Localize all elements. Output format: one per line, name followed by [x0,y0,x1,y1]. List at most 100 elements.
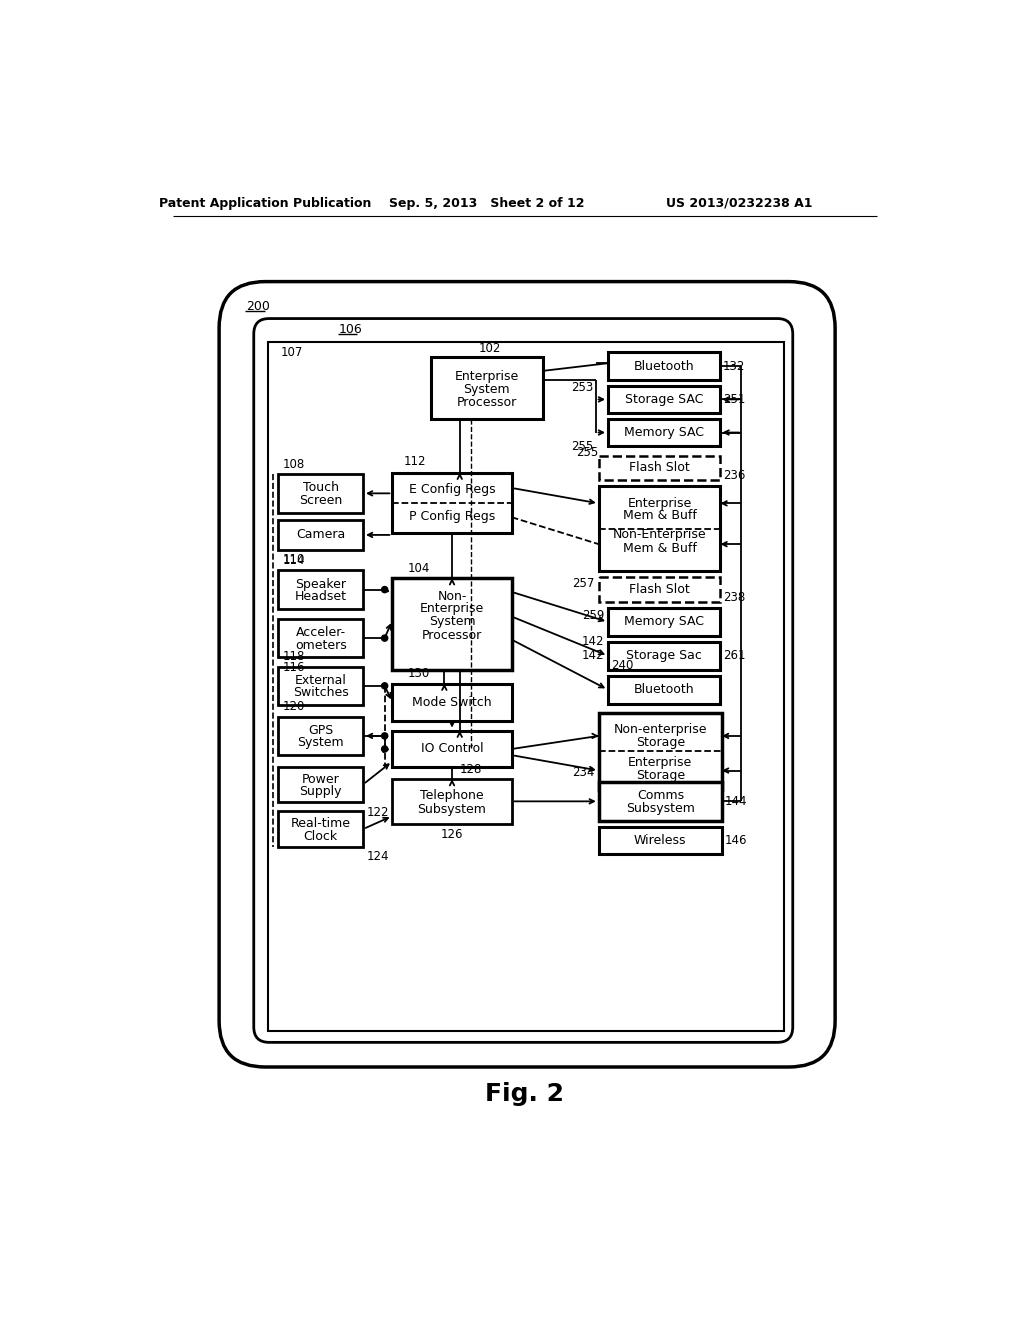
Text: Clock: Clock [304,829,338,842]
Text: IO Control: IO Control [421,742,483,755]
Text: 114: 114 [283,554,305,566]
Text: 261: 261 [723,649,745,663]
Text: Flash Slot: Flash Slot [629,462,690,474]
Text: 259: 259 [582,610,604,622]
FancyBboxPatch shape [254,318,793,1043]
Text: 104: 104 [408,561,430,574]
Text: Fig. 2: Fig. 2 [485,1082,564,1106]
Text: Mode Switch: Mode Switch [413,696,492,709]
Bar [279,667,364,705]
Bar [599,455,720,480]
Text: Subsystem: Subsystem [626,801,694,814]
Text: 251: 251 [723,393,745,407]
Text: Memory SAC: Memory SAC [624,426,703,440]
Text: Storage: Storage [636,770,685,783]
Text: Processor: Processor [457,396,517,409]
Bar [279,812,364,847]
Bar [599,826,722,854]
Bar [608,642,720,669]
Text: Non-Enterprise: Non-Enterprise [612,528,707,541]
Text: System: System [464,383,510,396]
Text: Camera: Camera [296,528,345,541]
Bar [267,342,783,1031]
Text: Acceler-: Acceler- [296,626,346,639]
Text: Touch: Touch [303,482,339,495]
Bar [392,684,512,721]
Text: Switches: Switches [293,686,348,700]
Text: 253: 253 [571,380,593,393]
Text: Comms: Comms [637,789,684,803]
Text: 107: 107 [281,346,303,359]
Text: Memory SAC: Memory SAC [624,615,703,628]
Text: Storage: Storage [636,735,685,748]
Text: Headset: Headset [295,590,347,603]
Text: Subsystem: Subsystem [418,804,486,816]
Text: Supply: Supply [299,785,342,797]
Text: US 2013/0232238 A1: US 2013/0232238 A1 [666,197,812,210]
Text: 255: 255 [575,446,598,459]
Text: Screen: Screen [299,494,342,507]
Text: System: System [429,615,475,628]
Text: Flash Slot: Flash Slot [629,583,690,597]
Bar [431,358,543,418]
Bar [608,676,720,704]
Text: 238: 238 [724,591,745,603]
Bar [608,609,720,636]
Circle shape [382,746,388,752]
Text: 144: 144 [725,795,748,808]
Bar [599,781,722,821]
Circle shape [382,586,388,593]
Text: Power: Power [302,772,340,785]
Text: Real-time: Real-time [291,817,351,830]
Text: Mem & Buff: Mem & Buff [623,541,696,554]
Text: 234: 234 [572,766,595,779]
Text: 112: 112 [403,455,426,469]
Text: 124: 124 [367,850,389,863]
Text: Storage Sac: Storage Sac [626,649,701,663]
Text: 132: 132 [723,360,745,372]
Text: P Config Regs: P Config Regs [409,510,496,523]
Text: Enterprise: Enterprise [628,496,691,510]
Bar [392,473,512,532]
Bar [608,418,720,446]
Text: 146: 146 [725,834,748,847]
Text: 142: 142 [582,635,604,648]
Text: Storage SAC: Storage SAC [625,393,702,407]
Text: Processor: Processor [422,628,482,642]
Text: Sep. 5, 2013   Sheet 2 of 12: Sep. 5, 2013 Sheet 2 of 12 [388,197,584,210]
Bar [608,352,720,380]
Text: 102: 102 [479,342,502,355]
Text: ometers: ometers [295,639,347,652]
Text: 255: 255 [571,440,593,453]
Text: System: System [297,737,344,750]
Text: 106: 106 [339,323,362,335]
Text: Enterprise: Enterprise [628,756,692,770]
Text: Patent Application Publication: Patent Application Publication [159,197,372,210]
Bar [599,713,722,789]
Text: Enterprise: Enterprise [420,602,484,615]
Circle shape [382,635,388,642]
Circle shape [382,733,388,739]
Text: 110: 110 [283,553,304,566]
Text: 236: 236 [724,469,745,482]
Text: Non-enterprise: Non-enterprise [613,723,707,737]
Text: 128: 128 [460,763,482,776]
Text: 257: 257 [572,577,595,590]
Bar [599,577,720,602]
Text: 118: 118 [283,649,304,663]
Text: Telephone: Telephone [420,789,484,803]
Bar [392,578,512,671]
Text: 200: 200 [246,300,270,313]
Bar [279,474,364,512]
Text: External: External [295,675,347,686]
Bar [599,487,720,572]
Bar [279,767,364,803]
Text: Mem & Buff: Mem & Buff [623,510,696,523]
Text: Bluetooth: Bluetooth [634,684,694,696]
Text: Speaker: Speaker [295,578,346,591]
Text: GPS: GPS [308,723,334,737]
Text: 120: 120 [283,700,304,713]
Text: 116: 116 [283,661,305,675]
Text: 130: 130 [408,667,430,680]
Text: 126: 126 [440,828,463,841]
